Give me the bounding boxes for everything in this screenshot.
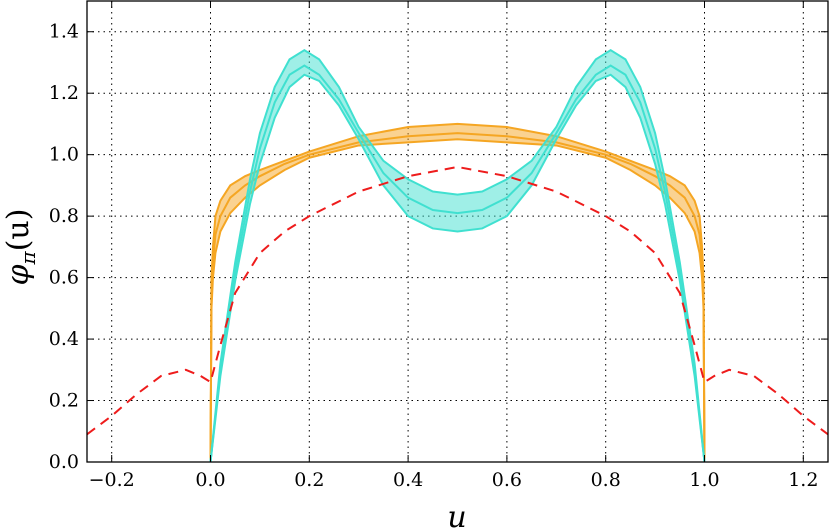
band-lower-line-1 [209,73,706,462]
y-axis-title-main: φ [1,264,36,285]
ticks: −0.2 0.0 0.2 0.4 0.6 0.8 1.0 1.2 0.0 0.2 0.4 0.6 0.8… [49,1,828,491]
x-tick-label: −0.2 [89,469,135,491]
band-fill-0 [210,123,705,462]
y-axis-title-arg: (u) [1,209,36,252]
y-tick-label: 0.6 [49,267,79,289]
plot-frame [86,0,829,463]
x-tick-label: 0.8 [591,469,621,491]
band-center-line-0 [209,132,706,462]
band-upper-line-1 [209,48,706,462]
y-tick-label: 1.0 [49,144,79,166]
y-tick-label: 1.4 [49,21,79,43]
band-upper-line-0 [209,122,706,462]
band-fill-1 [210,50,705,462]
y-axis-title: φπ(u) [1,209,40,286]
series-layer [87,48,828,462]
band-lower-line-0 [209,138,706,462]
x-tick-label: 1.0 [689,469,719,491]
y-axis-title-sub: π [16,250,40,265]
y-tick-label: 0.4 [49,328,79,350]
x-axis-title: u [447,500,466,532]
y-tick-label: 0.2 [49,390,79,412]
band-center-line-1 [209,64,706,462]
x-tick-label: 0.2 [294,469,324,491]
x-tick-label: 1.2 [788,469,818,491]
x-tick-label: 0.6 [492,469,522,491]
x-tick-label: 0.4 [393,469,423,491]
x-tick-label: 0.0 [195,469,225,491]
y-tick-label: 0.8 [49,205,79,227]
y-tick-label: 0.0 [49,451,79,473]
y-tick-label: 1.2 [49,82,79,104]
